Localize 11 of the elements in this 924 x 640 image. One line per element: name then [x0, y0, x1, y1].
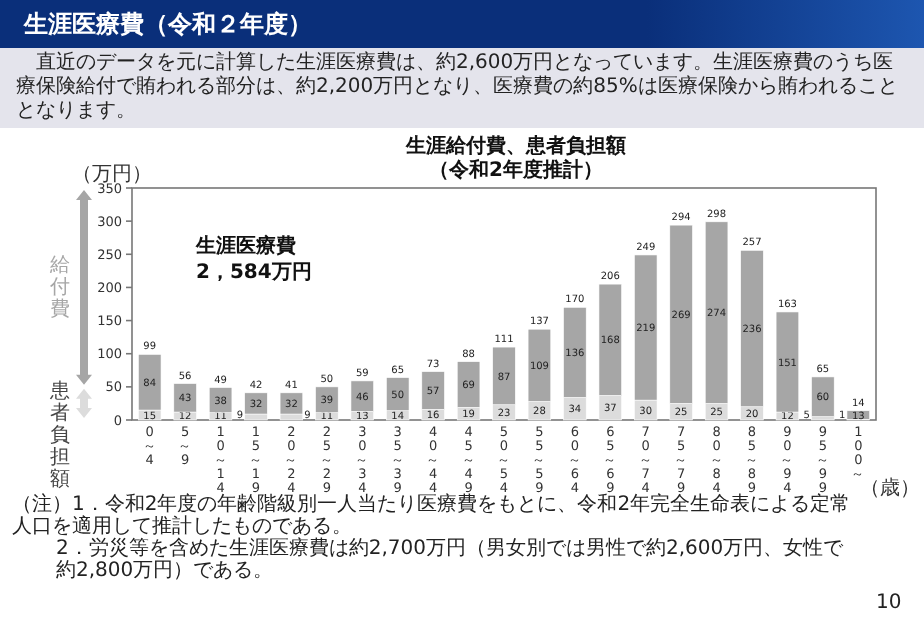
chart-subtitle: （令和2年度推計） [429, 158, 603, 182]
x-axis-title: （歳） [860, 476, 920, 500]
heading: 生涯医療費（令和２年度） [24, 10, 312, 38]
y-axis-title: （万円） [72, 164, 152, 186]
text: 10 [876, 592, 902, 614]
paragraph: 直近のデータを元に計算した生涯医療費は、約2,600万円となっています。生涯医療費のうち医療保険給付で賄われる部分は、約2,200万円となり、医療費の約85%は医療保険から賄われることとなります。 [0, 48, 924, 128]
legend-label: 患者負担額 [48, 378, 70, 491]
text: （注）1．令和2年度の年齢階級別一人当たり医療費をもとに、令和2年完全生命表による定常人口を適用して推計したものである。 [12, 494, 852, 538]
chart-title: 生涯給付費、患者負担額 [404, 134, 626, 158]
text: 2．労災等を含めた生涯医療費は約2,700万円（男女別では男性で約2,600万円、女性で約2,800万円）である。 [54, 538, 846, 582]
annotation: 生涯医療費 2，584万円 [194, 234, 312, 284]
